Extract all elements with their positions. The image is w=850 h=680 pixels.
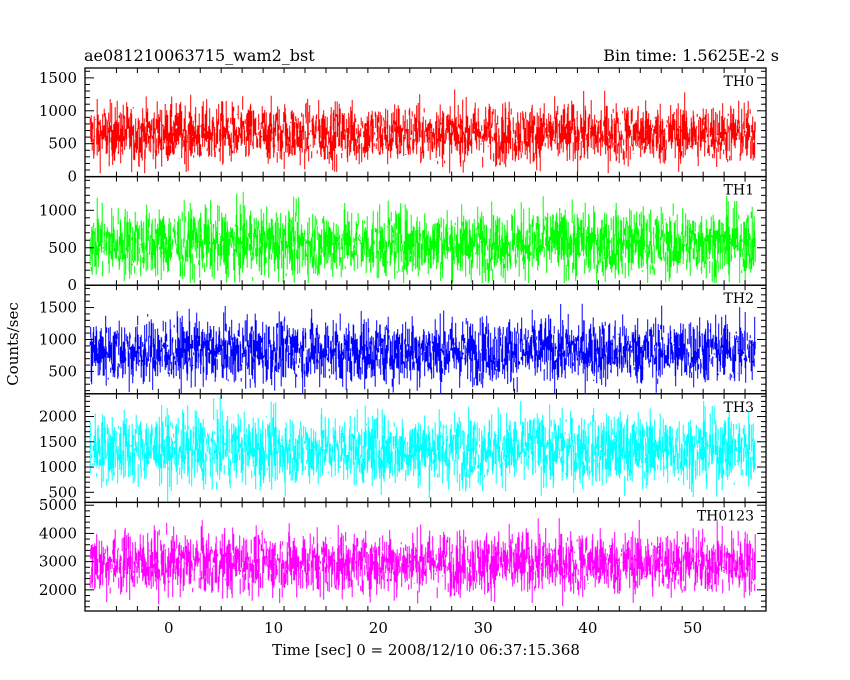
x-tick-label: 30 [474,619,493,637]
panel-label-th0: TH0 [724,74,754,90]
y-axis-label: Counts/sec [4,302,22,386]
y-tick-label: 2000 [39,581,77,599]
y-tick-label: 500 [48,362,77,380]
panel-th2: 500 1000 1500 TH2 [39,284,767,395]
y-tick-label: 0 [67,168,77,186]
y-tick-label: 3000 [39,553,77,571]
series-line-th1 [89,191,756,283]
panel-label-th3: TH3 [724,400,754,416]
y-tick-label: 5000 [39,496,77,514]
x-axis-label: Time [sec] 0 = 2008/12/10 06:37:15.368 [272,641,580,659]
chart-subtitle: Bin time: 1.5625E-2 s [603,46,779,65]
series-line-th2 [89,303,756,394]
series-line-th3 [89,396,756,503]
panel-th3: 500 1000 1500 2000 TH3 [39,393,767,504]
y-tick-label: 1000 [39,331,77,349]
y-tick-label: 4000 [39,524,77,542]
panel-th0123: 2000 3000 4000 5000 TH0123 [39,496,767,612]
panel-label-th1: TH1 [724,183,754,199]
series-line-th0123 [89,518,756,606]
x-tick-label: 40 [578,619,597,637]
panel-frame [84,175,767,286]
y-tick-label: 1500 [39,433,77,451]
y-tick-label: 1000 [39,458,77,476]
y-tick-label: 1500 [39,69,77,87]
x-tick-label: 50 [683,619,702,637]
y-tick-label: 2000 [39,408,77,426]
y-tick-label: 500 [48,135,77,153]
panel-label-th2: TH2 [724,291,754,307]
panel-frame [84,501,767,612]
series-line-th0 [89,89,756,174]
y-tick-label: 1500 [39,299,77,317]
panel-th0: 0 500 1000 1500 TH0 [39,67,767,186]
y-tick-label: 1000 [39,201,77,219]
chart-title: ae081210063715_wam2_bst [84,46,315,65]
panel-th1: 0 500 1000 TH1 [39,175,767,294]
panel-label-th0123: TH0123 [697,508,754,524]
y-tick-label: 0 [67,276,77,294]
x-tick-label: 10 [264,619,283,637]
x-tick-label: 20 [369,619,388,637]
y-tick-label: 500 [48,483,77,501]
y-tick-label: 1000 [39,102,77,120]
y-tick-label: 500 [48,239,77,257]
x-tick-label: 0 [164,619,174,637]
